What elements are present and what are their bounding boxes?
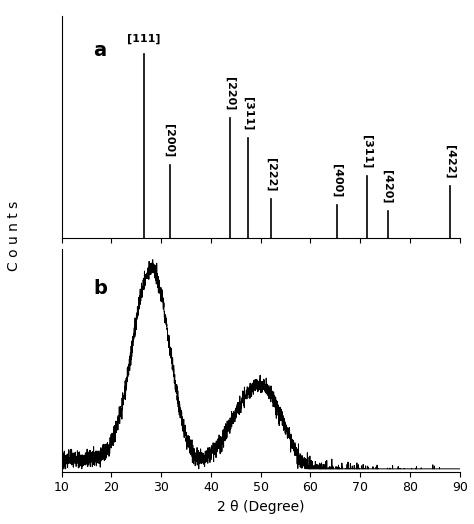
Text: [111]: [111] xyxy=(127,34,161,44)
Text: [200]: [200] xyxy=(164,124,175,157)
Text: [420]: [420] xyxy=(383,170,393,203)
Text: [400]: [400] xyxy=(332,165,343,198)
Text: [422]: [422] xyxy=(445,145,455,178)
Text: [311]: [311] xyxy=(243,97,254,130)
Text: [311]: [311] xyxy=(362,135,372,169)
Text: [220]: [220] xyxy=(225,78,236,111)
Text: b: b xyxy=(93,279,107,298)
X-axis label: 2 θ (Degree): 2 θ (Degree) xyxy=(217,500,304,514)
Text: C o u n t s: C o u n t s xyxy=(7,201,21,271)
Text: [222]: [222] xyxy=(266,158,276,192)
Text: a: a xyxy=(93,41,107,60)
